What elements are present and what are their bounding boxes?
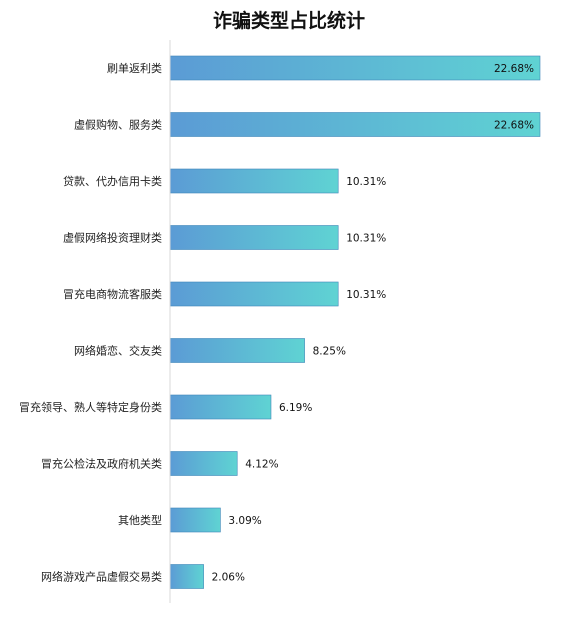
bar-5	[169, 338, 305, 363]
value-label-0: 22.68%	[494, 63, 534, 75]
category-label-0: 刷单返利类	[107, 61, 162, 75]
category-label-5: 网络婚恋、交友类	[74, 344, 162, 358]
chart-title: 诈骗类型占比统计	[213, 9, 365, 32]
category-label-4: 冒充电商物流客服类	[63, 287, 162, 301]
value-label-8: 3.09%	[228, 515, 261, 527]
bar-6	[169, 394, 272, 420]
bar-3	[169, 225, 339, 250]
category-label-1: 虚假购物、服务类	[74, 118, 162, 132]
value-label-5: 8.25%	[313, 346, 346, 358]
category-label-3: 虚假网络投资理财类	[63, 231, 162, 245]
value-label-1: 22.68%	[494, 120, 534, 132]
bar-8	[169, 507, 221, 533]
category-label-8: 其他类型	[118, 513, 162, 527]
bar-0	[169, 55, 541, 81]
category-label-6: 冒充领导、熟人等特定身份类	[19, 400, 162, 414]
value-label-3: 10.31%	[346, 233, 386, 245]
category-label-2: 贷款、代办信用卡类	[63, 174, 162, 188]
value-label-7: 4.12%	[245, 459, 278, 471]
value-label-9: 2.06%	[212, 572, 245, 584]
bar-4	[169, 281, 339, 307]
bar-7	[169, 451, 238, 476]
bars-layer: 刷单返利类 22.68% 虚假购物、服务类 22.68% 贷款、代办信用卡类 10.31%…	[19, 55, 541, 589]
category-label-7: 冒充公检法及政府机关类	[41, 457, 162, 471]
value-label-2: 10.31%	[346, 176, 386, 188]
bar-2	[169, 168, 339, 194]
value-label-6: 6.19%	[279, 402, 312, 414]
bar-9	[169, 564, 204, 589]
category-label-9: 网络游戏产品虚假交易类	[41, 570, 162, 584]
value-label-4: 10.31%	[346, 289, 386, 301]
bar-1	[169, 112, 541, 137]
